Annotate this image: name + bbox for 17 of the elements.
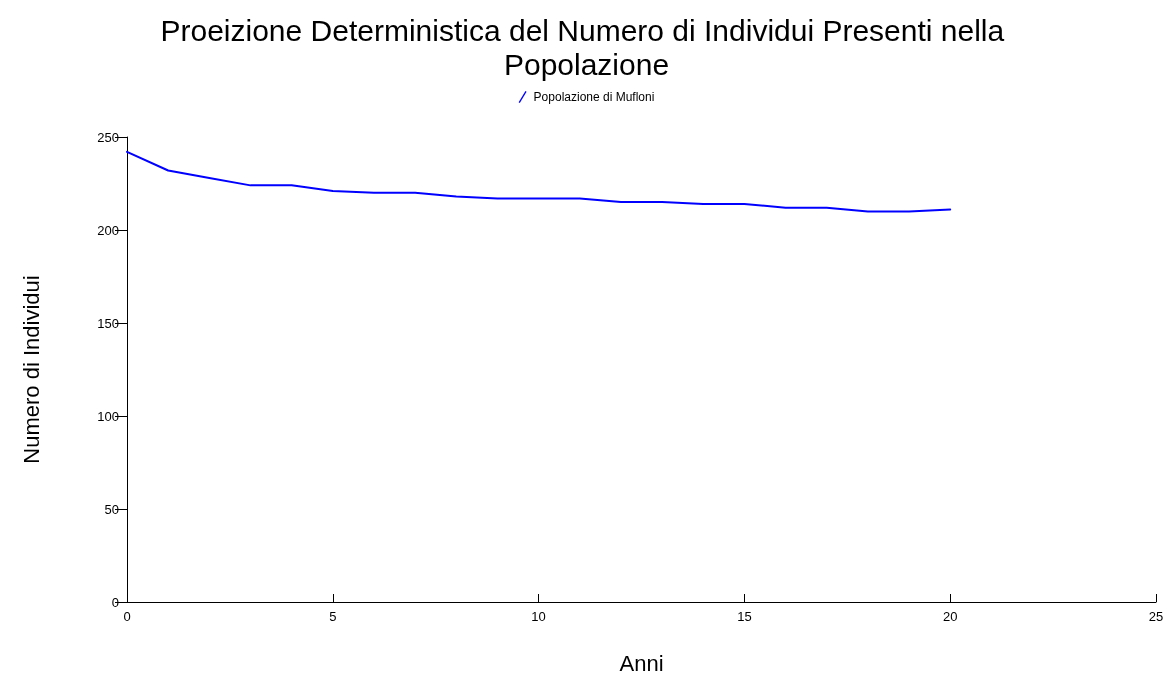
- y-tick-label: 0: [111, 594, 119, 610]
- x-tick-label: 10: [531, 609, 546, 624]
- y-tick-label: 250: [97, 129, 119, 145]
- y-axis-title: Numero di Individui: [18, 275, 44, 464]
- x-tick-label: 20: [942, 609, 958, 624]
- x-tick-label: 0: [123, 609, 131, 624]
- x-tick-label: 15: [737, 609, 752, 624]
- line-series: [126, 150, 952, 213]
- y-tick-label: 200: [97, 222, 119, 238]
- y-tick-label: 100: [97, 408, 119, 424]
- chart-title: Proeizione Deterministica del Numero di Individui Presenti nella Popolazione: [160, 13, 1013, 81]
- y-tick-label: 50: [104, 501, 119, 517]
- x-tick-label: 5: [329, 609, 337, 624]
- legend-label: Popolazione di Mufloni: [533, 90, 655, 104]
- y-tick-label: 150: [97, 315, 119, 331]
- x-tick-label: 25: [1148, 609, 1164, 624]
- x-axis-title: Anni: [619, 650, 664, 676]
